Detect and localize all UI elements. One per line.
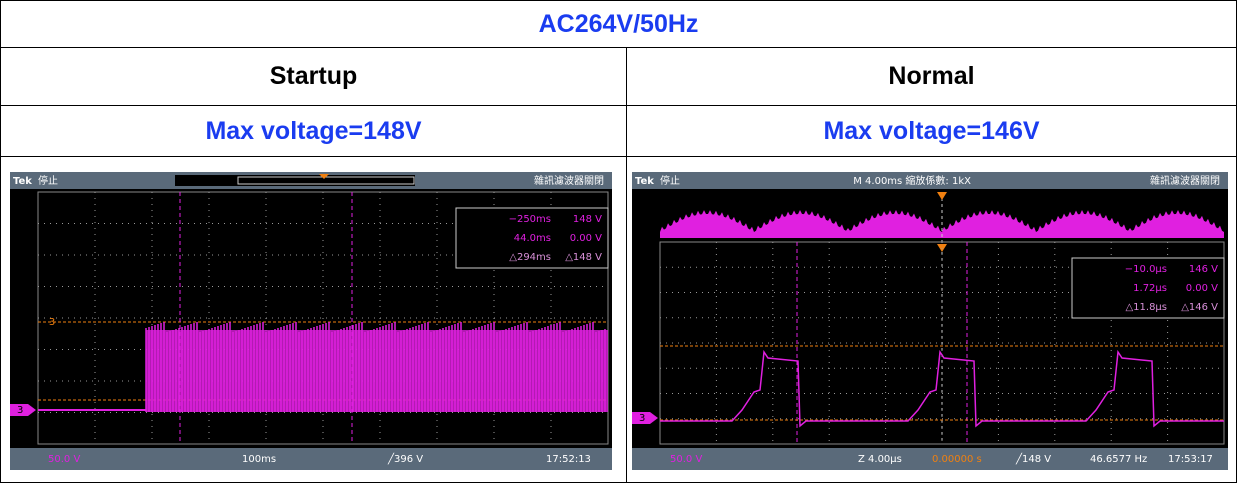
status-text: 50.0 V <box>48 454 80 465</box>
readout-value: △148 V <box>565 252 602 263</box>
status-text: 17:53:17 <box>1168 454 1213 465</box>
status-text: 46.6577 Hz <box>1090 454 1147 465</box>
title: AC264V/50Hz <box>1 1 1236 47</box>
state: 停止 <box>38 174 58 187</box>
column-label: Normal <box>627 48 1236 105</box>
max-voltage: Max voltage=148V <box>1 106 626 156</box>
status-text: 100ms <box>242 454 276 465</box>
rule <box>1 156 1236 157</box>
status-bar <box>10 448 612 470</box>
scope-screen: Tek 停止 雜訊濾波器關閉 M 4.00ms 縮放係數: 1kX 3 −10.0μs 14… <box>632 172 1228 470</box>
max-voltage: Max voltage=146V <box>627 106 1236 156</box>
readout-value: 1.72μs <box>1133 283 1167 294</box>
status-text: 0.00000 s <box>932 454 982 465</box>
readout-value: −250ms <box>509 214 551 225</box>
brand: Tek <box>635 176 654 187</box>
status-text: Z 4.00μs <box>858 454 902 465</box>
readout-value: 148 V <box>573 214 602 225</box>
status-text: 50.0 V <box>670 454 702 465</box>
state: 停止 <box>660 174 680 187</box>
channel-label: 3 <box>17 405 23 416</box>
readout-value: △146 V <box>1181 302 1218 313</box>
channel-label: 3 <box>639 413 645 424</box>
readout-value: 44.0ms <box>514 233 551 244</box>
status-text: ╱396 V <box>387 452 423 465</box>
readout-value: 0.00 V <box>1186 283 1218 294</box>
brand: Tek <box>13 176 32 187</box>
readout-value: △294ms <box>509 252 551 263</box>
zoom: M 4.00ms 縮放係數: 1kX <box>853 174 971 187</box>
scope-screen: Tek 停止 雜訊濾波器關閉 3 3 −250ms 148 V 44.0ms 0.00 V △29… <box>10 172 612 470</box>
readout-value: −10.0μs <box>1125 264 1167 275</box>
filter: 雜訊濾波器關閉 <box>534 174 604 187</box>
readout-value: △11.8μs <box>1125 302 1167 313</box>
cursor-tag: 3 <box>49 317 55 328</box>
readout-value: 146 V <box>1189 264 1218 275</box>
column-label: Startup <box>1 48 626 105</box>
status-text: 17:52:13 <box>546 454 591 465</box>
filter: 雜訊濾波器關閉 <box>1150 174 1220 187</box>
readout-value: 0.00 V <box>570 233 602 244</box>
status-text: ╱148 V <box>1015 452 1051 465</box>
rule <box>626 47 627 482</box>
